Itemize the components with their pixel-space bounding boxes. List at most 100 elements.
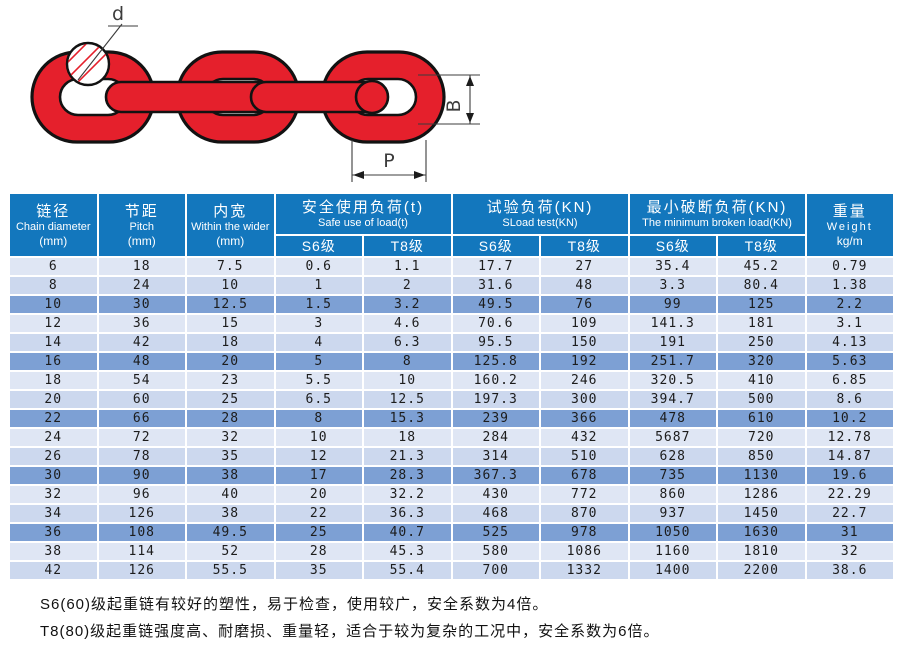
table-cell: 141.3 bbox=[629, 315, 716, 332]
table-cell: 4 bbox=[275, 334, 362, 351]
note-t8: T8(80)级起重链强度高、耐磨损、重量轻，适合于较为复杂的工况中，安全系数为6… bbox=[40, 623, 660, 640]
table-cell: 49.5 bbox=[187, 524, 274, 541]
table-cell: 870 bbox=[541, 505, 628, 522]
table-cell: 1810 bbox=[718, 543, 805, 560]
table-cell: 5.5 bbox=[275, 372, 362, 389]
table-cell: 18 bbox=[10, 372, 97, 389]
table-cell: 1400 bbox=[629, 562, 716, 579]
table-row: 18 54 23 5.5 10 160.2 246 320.5 410 6.85 bbox=[10, 372, 893, 389]
table-cell: 246 bbox=[541, 372, 628, 389]
table-cell: 45.3 bbox=[364, 543, 451, 560]
table-cell: 38 bbox=[10, 543, 97, 560]
header-chain-diameter-zh: 链径 bbox=[36, 203, 71, 220]
table-cell: 5687 bbox=[629, 429, 716, 446]
table-cell: 76 bbox=[541, 296, 628, 313]
header-min-break-load-en: The minimum broken load(KN) bbox=[642, 217, 792, 229]
table-cell: 20 bbox=[275, 486, 362, 503]
table-cell: 35.4 bbox=[629, 258, 716, 275]
table-cell: 1160 bbox=[629, 543, 716, 560]
header-min-break-load: 最小破断负荷(KN) The minimum broken load(KN) bbox=[629, 194, 805, 234]
table-cell: 45.2 bbox=[718, 258, 805, 275]
table-cell: 500 bbox=[718, 391, 805, 408]
subheader-safe-t8: T8级 bbox=[364, 236, 451, 256]
table-cell: 22 bbox=[10, 410, 97, 427]
table-cell: 17 bbox=[275, 467, 362, 484]
table-cell: 32 bbox=[806, 543, 893, 560]
table-row: 10 30 12.5 1.5 3.2 49.5 76 99 125 2.2 bbox=[10, 296, 893, 313]
table-cell: 40 bbox=[187, 486, 274, 503]
table-cell: 23 bbox=[187, 372, 274, 389]
table-cell: 126 bbox=[98, 505, 185, 522]
table-cell: 150 bbox=[541, 334, 628, 351]
table-cell: 30 bbox=[98, 296, 185, 313]
table-cell: 367.3 bbox=[452, 467, 539, 484]
header-weight-en: Weight bbox=[826, 221, 873, 233]
table-cell: 860 bbox=[629, 486, 716, 503]
header-inner-width: 内宽 Within the wider (mm) bbox=[187, 194, 274, 256]
table-cell: 32 bbox=[10, 486, 97, 503]
table-cell: 35 bbox=[275, 562, 362, 579]
header-chain-diameter-en: Chain diameter bbox=[15, 221, 91, 233]
table-cell: 300 bbox=[541, 391, 628, 408]
table-cell: 6 bbox=[10, 258, 97, 275]
table-cell: 430 bbox=[452, 486, 539, 503]
table-cell: 48 bbox=[98, 353, 185, 370]
table-row: 12 36 15 3 4.6 70.6 109 141.3 181 3.1 bbox=[10, 315, 893, 332]
table-cell: 42 bbox=[98, 334, 185, 351]
table-row: 30 90 38 17 28.3 367.3 678 735 1130 19.6 bbox=[10, 467, 893, 484]
table-cell: 12.5 bbox=[187, 296, 274, 313]
table-cell: 54 bbox=[98, 372, 185, 389]
chain-links bbox=[30, 50, 446, 144]
table-cell: 28.3 bbox=[364, 467, 451, 484]
dim-p bbox=[351, 140, 427, 182]
table-cell: 36 bbox=[98, 315, 185, 332]
table-cell: 12.5 bbox=[364, 391, 451, 408]
table-cell: 580 bbox=[452, 543, 539, 560]
table-row: 26 78 35 12 21.3 314 510 628 850 14.87 bbox=[10, 448, 893, 465]
table-cell: 6.5 bbox=[275, 391, 362, 408]
table-cell: 3 bbox=[275, 315, 362, 332]
table-cell: 8 bbox=[364, 353, 451, 370]
table-cell: 3.1 bbox=[806, 315, 893, 332]
table-cell: 60 bbox=[98, 391, 185, 408]
table-cell: 28 bbox=[275, 543, 362, 560]
table-cell: 7.5 bbox=[187, 258, 274, 275]
table-cell: 251.7 bbox=[629, 353, 716, 370]
table-cell: 1286 bbox=[718, 486, 805, 503]
table-cell: 1086 bbox=[541, 543, 628, 560]
table-cell: 14 bbox=[10, 334, 97, 351]
header-pitch: 节距 Pitch (mm) bbox=[98, 194, 185, 256]
dim-b bbox=[418, 74, 480, 125]
table-cell: 30 bbox=[10, 467, 97, 484]
table-cell: 38.6 bbox=[806, 562, 893, 579]
table-row: 38 114 52 28 45.3 580 1086 1160 1810 32 bbox=[10, 543, 893, 560]
table-cell: 5 bbox=[275, 353, 362, 370]
table-cell: 510 bbox=[541, 448, 628, 465]
header-min-break-load-zh: 最小破断负荷(KN) bbox=[646, 199, 788, 216]
table-cell: 15 bbox=[187, 315, 274, 332]
table-cell: 772 bbox=[541, 486, 628, 503]
table-row: 20 60 25 6.5 12.5 197.3 300 394.7 500 8.6 bbox=[10, 391, 893, 408]
table-cell: 0.6 bbox=[275, 258, 362, 275]
header-test-load-en: SLoad test(KN) bbox=[502, 217, 578, 229]
table-cell: 1630 bbox=[718, 524, 805, 541]
table-cell: 394.7 bbox=[629, 391, 716, 408]
table-cell: 3.3 bbox=[629, 277, 716, 294]
table-cell: 28 bbox=[187, 410, 274, 427]
table-cell: 192 bbox=[541, 353, 628, 370]
note-s6: S6(60)级起重链有较好的塑性，易于检查，使用较广，安全系数为4倍。 bbox=[40, 596, 549, 613]
table-cell: 109 bbox=[541, 315, 628, 332]
table-cell: 978 bbox=[541, 524, 628, 541]
header-chain-diameter-unit: (mm) bbox=[39, 234, 68, 248]
subheader-break-s6: S6级 bbox=[629, 236, 716, 256]
table-cell: 1.1 bbox=[364, 258, 451, 275]
wire-cross-section bbox=[65, 23, 138, 87]
table-cell: 25 bbox=[187, 391, 274, 408]
table-cell: 17.7 bbox=[452, 258, 539, 275]
table-cell: 4.6 bbox=[364, 315, 451, 332]
chain-drawing-svg: d B P bbox=[30, 3, 480, 182]
table-cell: 6.3 bbox=[364, 334, 451, 351]
table-cell: 12.78 bbox=[806, 429, 893, 446]
table-cell: 32 bbox=[187, 429, 274, 446]
dim-label-b: B bbox=[443, 99, 465, 112]
